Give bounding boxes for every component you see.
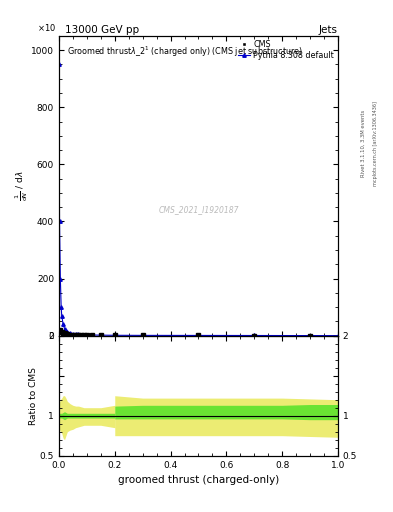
Text: 13000 GeV pp: 13000 GeV pp bbox=[64, 25, 139, 35]
Pythia 8.308 default bbox=[64, 328, 68, 334]
Pythia 8.308 default bbox=[112, 332, 117, 338]
CMS bbox=[84, 332, 89, 338]
Legend: CMS, Pythia 8.308 default: CMS, Pythia 8.308 default bbox=[238, 40, 334, 60]
CMS bbox=[112, 332, 117, 338]
Pythia 8.308 default bbox=[59, 304, 64, 310]
Pythia 8.308 default bbox=[308, 332, 312, 338]
Line: CMS: CMS bbox=[59, 328, 312, 337]
Pythia 8.308 default bbox=[140, 332, 145, 338]
CMS bbox=[308, 332, 312, 338]
X-axis label: groomed thrust (charged-only): groomed thrust (charged-only) bbox=[118, 475, 279, 485]
Text: Rivet 3.1.10, 3.3M events: Rivet 3.1.10, 3.3M events bbox=[361, 110, 366, 177]
CMS bbox=[73, 332, 78, 338]
CMS bbox=[140, 332, 145, 338]
Pythia 8.308 default bbox=[196, 332, 201, 338]
CMS bbox=[252, 332, 257, 338]
CMS bbox=[82, 332, 86, 338]
CMS bbox=[58, 327, 63, 333]
Pythia 8.308 default bbox=[57, 61, 61, 68]
Pythia 8.308 default bbox=[68, 330, 72, 336]
Pythia 8.308 default bbox=[71, 331, 75, 337]
Pythia 8.308 default bbox=[252, 332, 257, 338]
Pythia 8.308 default bbox=[73, 331, 78, 337]
Pythia 8.308 default bbox=[84, 332, 89, 338]
CMS bbox=[90, 332, 95, 338]
CMS bbox=[64, 331, 68, 337]
Pythia 8.308 default bbox=[98, 332, 103, 338]
Text: Groomed thrust$\lambda\_2^1$ (charged only) (CMS jet substructure): Groomed thrust$\lambda\_2^1$ (charged on… bbox=[67, 45, 303, 59]
Pythia 8.308 default bbox=[57, 219, 62, 225]
Pythia 8.308 default bbox=[79, 331, 84, 337]
Pythia 8.308 default bbox=[90, 332, 95, 338]
CMS bbox=[65, 331, 70, 337]
Y-axis label: $\frac{1}{\mathrm{d}N}$ / $\mathrm{d}\lambda$: $\frac{1}{\mathrm{d}N}$ / $\mathrm{d}\la… bbox=[13, 170, 30, 201]
CMS bbox=[59, 329, 64, 335]
Pythia 8.308 default bbox=[76, 331, 81, 337]
CMS bbox=[71, 332, 75, 338]
Line: Pythia 8.308 default: Pythia 8.308 default bbox=[57, 62, 340, 337]
CMS bbox=[61, 330, 66, 336]
Pythia 8.308 default bbox=[58, 275, 63, 282]
Pythia 8.308 default bbox=[62, 326, 67, 332]
Pythia 8.308 default bbox=[61, 321, 66, 327]
Pythia 8.308 default bbox=[59, 313, 64, 319]
CMS bbox=[196, 332, 201, 338]
CMS bbox=[98, 332, 103, 338]
Text: $\times10$: $\times10$ bbox=[37, 22, 56, 33]
Text: mcplots.cern.ch [arXiv:1306.3436]: mcplots.cern.ch [arXiv:1306.3436] bbox=[373, 101, 378, 186]
Text: Jets: Jets bbox=[319, 25, 338, 35]
CMS bbox=[68, 331, 72, 337]
CMS bbox=[79, 332, 84, 338]
CMS bbox=[62, 330, 67, 336]
Pythia 8.308 default bbox=[336, 332, 340, 338]
CMS bbox=[76, 332, 81, 338]
Y-axis label: Ratio to CMS: Ratio to CMS bbox=[29, 367, 39, 424]
Pythia 8.308 default bbox=[65, 329, 70, 335]
Text: CMS_2021_I1920187: CMS_2021_I1920187 bbox=[158, 205, 239, 215]
Pythia 8.308 default bbox=[82, 332, 86, 338]
